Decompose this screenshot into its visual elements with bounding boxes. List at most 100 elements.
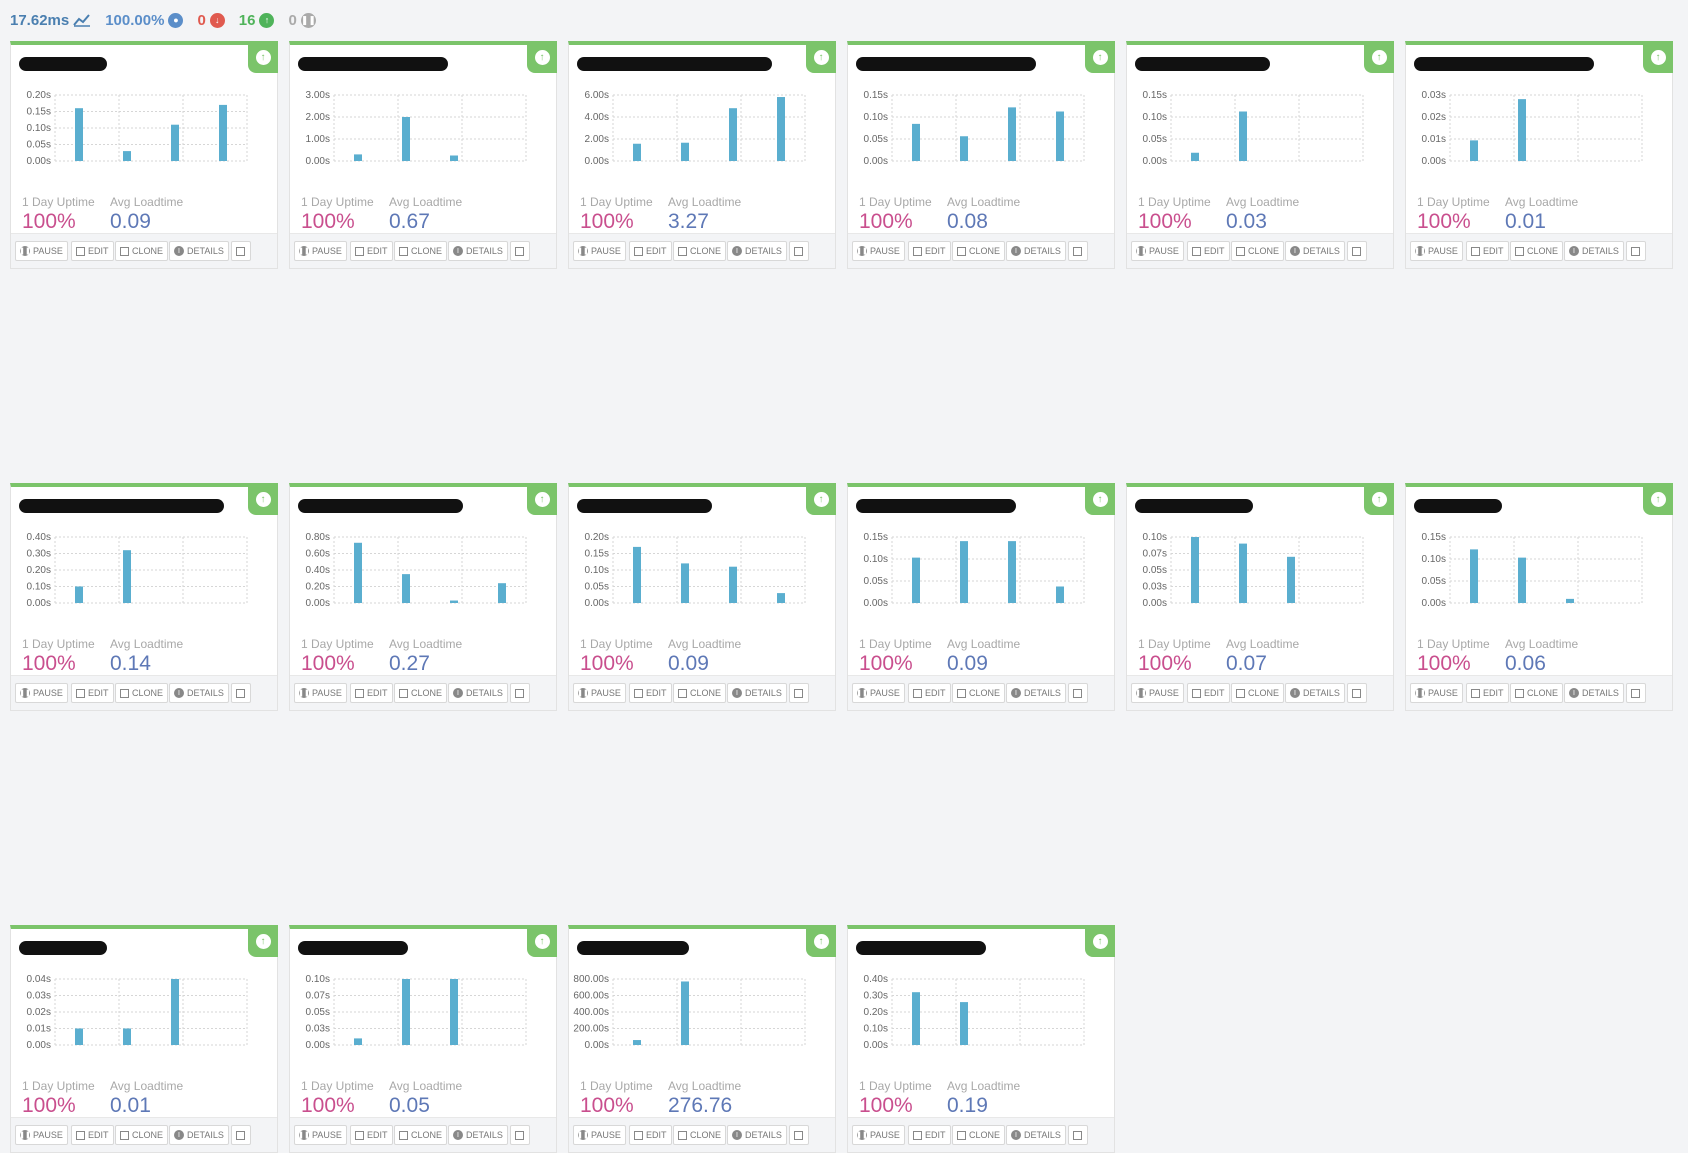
monitor-name[interactable] [856,497,1046,515]
edit-button[interactable]: EDIT [1187,683,1230,703]
details-button[interactable]: i DETAILS [169,683,229,703]
delete-button[interactable] [1347,241,1367,261]
clone-button[interactable]: CLONE [394,241,448,261]
edit-button[interactable]: EDIT [908,683,951,703]
monitor-name[interactable] [856,55,1046,73]
loadtime-bar[interactable] [729,108,737,161]
delete-button[interactable] [789,1125,809,1145]
loadtime-bar[interactable] [777,97,785,161]
details-button[interactable]: i DETAILS [727,683,787,703]
loadtime-bar[interactable] [123,1028,131,1046]
loadtime-bar[interactable] [354,154,362,161]
pause-button[interactable]: ❚❚ PAUSE [294,683,347,703]
delete-button[interactable] [789,241,809,261]
pause-button[interactable]: ❚❚ PAUSE [573,1125,626,1145]
loadtime-bar[interactable] [354,1038,362,1045]
delete-button[interactable] [1068,683,1088,703]
clone-button[interactable]: CLONE [1231,241,1285,261]
delete-button[interactable] [231,683,251,703]
delete-button[interactable] [1347,683,1367,703]
loadtime-bar[interactable] [1191,537,1199,603]
delete-button[interactable] [231,1125,251,1145]
clone-button[interactable]: CLONE [673,683,727,703]
clone-button[interactable]: CLONE [115,241,169,261]
loadtime-bar[interactable] [450,155,458,162]
edit-button[interactable]: EDIT [908,241,951,261]
pause-button[interactable]: ❚❚ PAUSE [1410,683,1463,703]
details-button[interactable]: i DETAILS [727,241,787,261]
edit-button[interactable]: EDIT [629,683,672,703]
loadtime-bar[interactable] [1191,152,1199,161]
delete-button[interactable] [510,1125,530,1145]
loadtime-bar[interactable] [681,142,689,161]
loadtime-bar[interactable] [402,574,410,603]
loadtime-bar[interactable] [219,104,227,161]
monitor-name[interactable] [856,939,1046,957]
loadtime-bar[interactable] [123,151,131,161]
edit-button[interactable]: EDIT [350,683,393,703]
loadtime-bar[interactable] [1056,111,1064,162]
clone-button[interactable]: CLONE [1510,683,1564,703]
loadtime-bar[interactable] [633,546,641,603]
loadtime-bar[interactable] [1008,541,1016,603]
pause-button[interactable]: ❚❚ PAUSE [15,1125,68,1145]
loadtime-bar[interactable] [633,143,641,161]
monitor-name[interactable] [1135,497,1325,515]
details-button[interactable]: i DETAILS [169,1125,229,1145]
loadtime-bar[interactable] [171,124,179,161]
loadtime-bar[interactable] [960,136,968,161]
delete-button[interactable] [1068,1125,1088,1145]
clone-button[interactable]: CLONE [1231,683,1285,703]
clone-button[interactable]: CLONE [394,1125,448,1145]
delete-button[interactable] [789,683,809,703]
loadtime-bar[interactable] [912,557,920,603]
pause-button[interactable]: ❚❚ PAUSE [1410,241,1463,261]
pause-button[interactable]: ❚❚ PAUSE [1131,241,1184,261]
pause-button[interactable]: ❚❚ PAUSE [852,683,905,703]
pause-button[interactable]: ❚❚ PAUSE [573,241,626,261]
loadtime-bar[interactable] [402,117,410,161]
loadtime-bar[interactable] [960,1002,968,1045]
details-button[interactable]: i DETAILS [727,1125,787,1145]
loadtime-bar[interactable] [1239,543,1247,603]
delete-button[interactable] [231,241,251,261]
loadtime-bar[interactable] [123,550,131,603]
loadtime-bar[interactable] [1470,140,1478,161]
clone-button[interactable]: CLONE [673,1125,727,1145]
details-button[interactable]: i DETAILS [1564,241,1624,261]
loadtime-bar[interactable] [1056,586,1064,604]
loadtime-bar[interactable] [450,600,458,603]
clone-button[interactable]: CLONE [673,241,727,261]
edit-button[interactable]: EDIT [629,1125,672,1145]
monitor-name[interactable] [577,55,772,73]
pause-button[interactable]: ❚❚ PAUSE [294,241,347,261]
edit-button[interactable]: EDIT [1466,241,1509,261]
loadtime-bar[interactable] [1518,99,1526,161]
edit-button[interactable]: EDIT [71,1125,114,1145]
monitor-name[interactable] [298,55,488,73]
delete-button[interactable] [1626,683,1646,703]
clone-button[interactable]: CLONE [1510,241,1564,261]
monitor-name[interactable] [577,497,767,515]
loadtime-bar[interactable] [1239,111,1247,162]
edit-button[interactable]: EDIT [350,1125,393,1145]
loadtime-bar[interactable] [1287,556,1295,603]
edit-button[interactable]: EDIT [1466,683,1509,703]
loadtime-bar[interactable] [402,979,410,1045]
details-button[interactable]: i DETAILS [448,1125,508,1145]
clone-button[interactable]: CLONE [115,683,169,703]
details-button[interactable]: i DETAILS [1006,1125,1066,1145]
details-button[interactable]: i DETAILS [1285,241,1345,261]
monitor-name[interactable] [298,939,488,957]
pause-button[interactable]: ❚❚ PAUSE [573,683,626,703]
details-button[interactable]: i DETAILS [448,683,508,703]
monitor-name[interactable] [19,497,224,515]
loadtime-bar[interactable] [633,1040,641,1045]
clone-button[interactable]: CLONE [952,1125,1006,1145]
clone-button[interactable]: CLONE [394,683,448,703]
delete-button[interactable] [510,683,530,703]
details-button[interactable]: i DETAILS [1006,241,1066,261]
loadtime-bar[interactable] [354,542,362,603]
loadtime-bar[interactable] [912,123,920,161]
loadtime-bar[interactable] [681,981,689,1045]
